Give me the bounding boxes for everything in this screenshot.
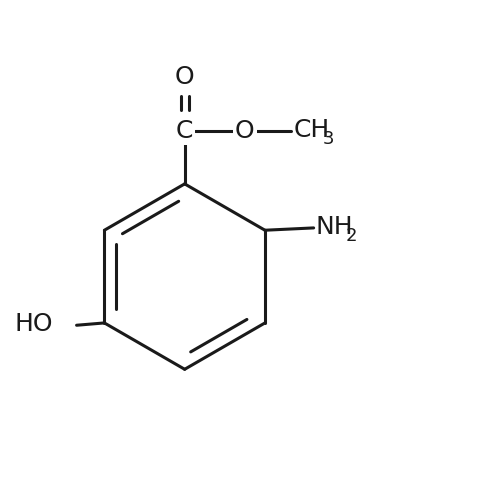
Text: 2: 2 xyxy=(346,227,357,245)
Text: NH: NH xyxy=(316,215,354,239)
Text: O: O xyxy=(175,65,194,89)
Text: HO: HO xyxy=(15,312,54,336)
Text: 3: 3 xyxy=(323,130,334,148)
Text: C: C xyxy=(176,119,194,143)
Text: CH: CH xyxy=(294,118,330,142)
Text: O: O xyxy=(235,119,255,143)
